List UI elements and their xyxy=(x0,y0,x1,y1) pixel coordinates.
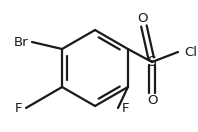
Text: F: F xyxy=(14,102,22,114)
Text: Cl: Cl xyxy=(184,46,197,58)
Text: F: F xyxy=(122,102,129,114)
Text: O: O xyxy=(138,11,148,25)
Text: O: O xyxy=(147,93,157,107)
Text: S: S xyxy=(148,55,156,69)
Text: Br: Br xyxy=(13,36,28,48)
